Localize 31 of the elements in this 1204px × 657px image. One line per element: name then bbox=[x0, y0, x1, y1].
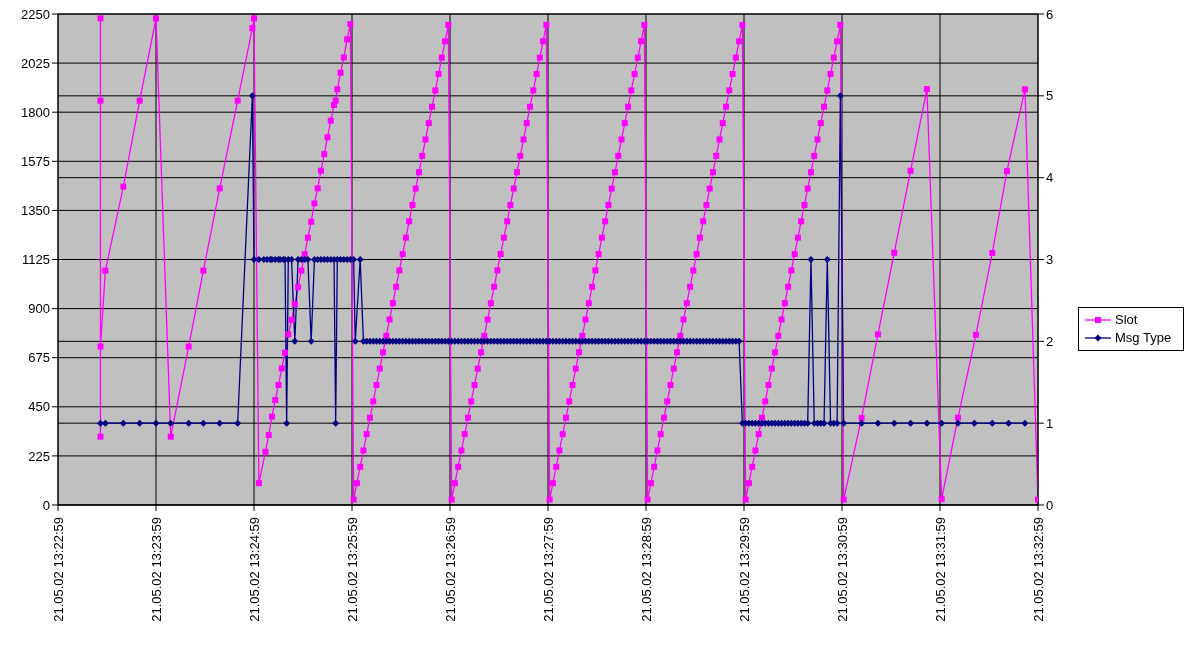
y-tick-label: 900 bbox=[28, 301, 50, 317]
x-tick-label: 21.05.02 13:22:59 bbox=[50, 517, 66, 622]
y2-tick-label: 2 bbox=[1046, 333, 1054, 349]
y2-tick-label: 5 bbox=[1046, 88, 1054, 104]
y-tick-label: 450 bbox=[28, 399, 50, 415]
y-tick-label: 2250 bbox=[21, 6, 50, 22]
y-tick-label: 1800 bbox=[21, 104, 50, 120]
x-tick-label: 21.05.02 13:26:59 bbox=[442, 517, 458, 622]
y2-tick-label: 4 bbox=[1046, 170, 1054, 186]
x-tick-label: 21.05.02 13:29:59 bbox=[736, 517, 752, 622]
x-tick-label: 21.05.02 13:24:59 bbox=[246, 517, 262, 622]
y2-tick-label: 0 bbox=[1046, 497, 1054, 513]
legend-label: Msg Type bbox=[1115, 330, 1172, 345]
y-tick-label: 0 bbox=[42, 497, 50, 513]
y-tick-label: 1575 bbox=[21, 153, 50, 169]
y-tick-label: 2025 bbox=[21, 55, 50, 71]
y-tick-label: 225 bbox=[28, 448, 50, 464]
x-tick-label: 21.05.02 13:25:59 bbox=[344, 517, 360, 622]
y-tick-label: 1125 bbox=[22, 252, 50, 268]
y-tick-label: 1350 bbox=[21, 203, 50, 219]
x-tick-label: 21.05.02 13:31:59 bbox=[932, 517, 948, 622]
legend-label: Slot bbox=[1115, 312, 1138, 327]
x-tick-label: 21.05.02 13:30:59 bbox=[834, 517, 850, 622]
y2-tick-label: 3 bbox=[1046, 252, 1054, 268]
x-tick-label: 21.05.02 13:23:59 bbox=[148, 517, 164, 622]
y2-tick-label: 1 bbox=[1046, 415, 1054, 431]
y-tick-label: 675 bbox=[28, 350, 50, 366]
x-tick-label: 21.05.02 13:27:59 bbox=[540, 517, 556, 622]
y2-tick-label: 6 bbox=[1046, 6, 1054, 22]
x-tick-label: 21.05.02 13:32:59 bbox=[1030, 517, 1046, 622]
x-tick-label: 21.05.02 13:28:59 bbox=[638, 517, 654, 622]
